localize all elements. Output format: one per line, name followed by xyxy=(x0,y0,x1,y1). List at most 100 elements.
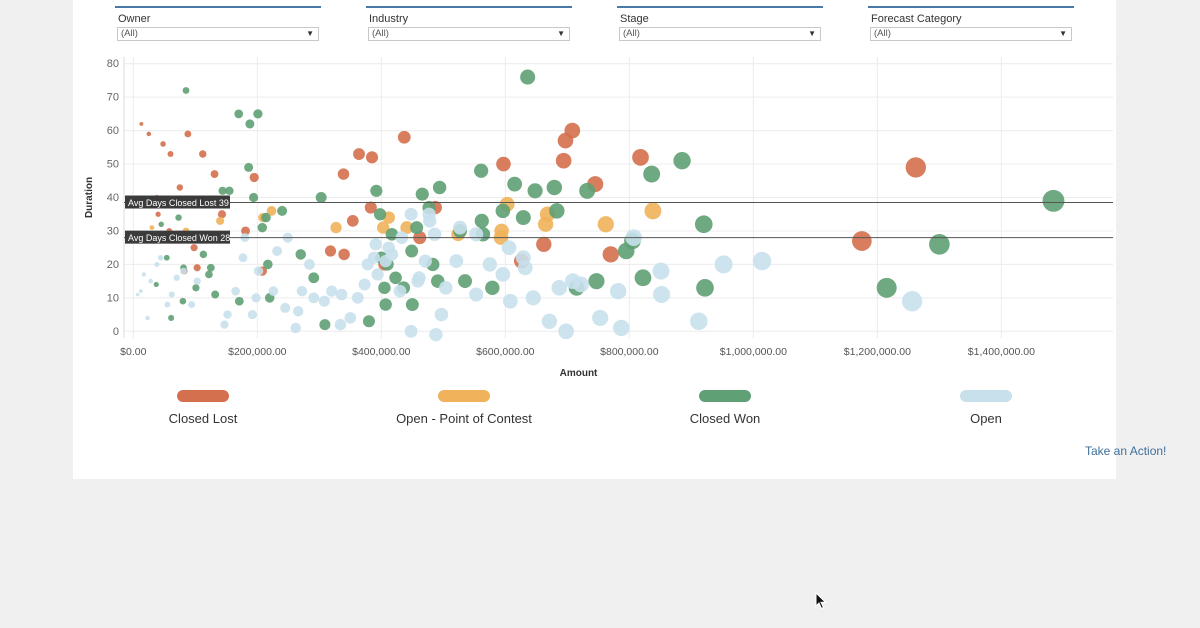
data-point-open xyxy=(482,257,498,272)
data-point-open-point-of-contest xyxy=(266,206,277,216)
data-point-closed-lost xyxy=(852,231,872,251)
data-point-open-point-of-contest xyxy=(149,225,155,231)
data-point-open xyxy=(449,254,464,268)
data-point-closed-won xyxy=(617,242,635,260)
data-point-closed-won xyxy=(218,186,227,195)
data-point-closed-lost xyxy=(176,184,184,191)
data-point-open xyxy=(439,281,453,295)
data-point-open xyxy=(296,285,308,297)
x-tick-label: $1,400,000.00 xyxy=(968,346,1035,358)
chevron-down-icon: ▼ xyxy=(1059,29,1067,38)
data-point-closed-won xyxy=(495,203,511,219)
data-point-closed-won xyxy=(245,119,255,129)
data-point-open-point-of-contest xyxy=(216,216,225,225)
legend-closed-won[interactable]: Closed Won xyxy=(625,390,825,426)
data-point-closed-lost xyxy=(338,248,350,261)
data-point-open xyxy=(613,319,630,337)
data-point-closed-won xyxy=(206,263,215,272)
data-point-closed-won xyxy=(234,296,244,306)
data-point-closed-lost xyxy=(190,244,198,252)
chevron-down-icon: ▼ xyxy=(557,29,565,38)
stage-dropdown[interactable]: (All) ▼ xyxy=(619,27,821,41)
data-point-closed-lost xyxy=(241,226,251,236)
data-point-open-point-of-contest xyxy=(377,221,390,234)
data-point-closed-lost xyxy=(557,132,574,149)
take-an-action-link[interactable]: Take an Action! xyxy=(1085,444,1167,458)
data-point-open xyxy=(689,312,708,331)
data-point-closed-won xyxy=(474,213,489,229)
data-point-closed-won xyxy=(192,284,200,292)
legend-swatch-open-point-of-contest xyxy=(438,390,490,402)
data-point-open xyxy=(558,323,574,340)
industry-dropdown[interactable]: (All) ▼ xyxy=(368,27,570,41)
chevron-down-icon: ▼ xyxy=(306,29,314,38)
data-point-closed-won xyxy=(179,297,187,305)
data-point-closed-won xyxy=(225,186,234,196)
scatter-chart[interactable]: 0 10 20 30 40 50 60 70 80 $0.00 $200,000.00 $400,00… xyxy=(73,0,1116,385)
x-tick-label: $1,200,000.00 xyxy=(844,346,911,358)
data-point-closed-won xyxy=(234,109,244,119)
legend-open[interactable]: Open xyxy=(886,390,1086,426)
data-point-open xyxy=(551,280,568,296)
data-point-open xyxy=(141,272,146,277)
data-point-closed-won xyxy=(643,165,661,183)
data-point-closed-won xyxy=(163,254,170,261)
data-point-open xyxy=(427,227,442,241)
data-point-closed-won xyxy=(507,176,523,192)
data-point-open xyxy=(412,271,426,285)
data-point-closed-lost xyxy=(602,246,619,263)
data-point-closed-won xyxy=(362,315,375,328)
reference-line-label-bg xyxy=(125,230,230,244)
data-point-open xyxy=(382,241,396,254)
x-axis-title: Amount xyxy=(560,368,598,379)
data-point-closed-won xyxy=(527,183,543,199)
legend-open-point-of-contest[interactable]: Open - Point of Contest xyxy=(364,390,564,426)
data-point-open xyxy=(145,315,150,321)
data-point-closed-won xyxy=(696,278,714,297)
data-point-open xyxy=(371,268,384,281)
data-point-open xyxy=(280,302,291,313)
data-point-closed-won xyxy=(929,234,950,255)
data-point-open xyxy=(148,278,154,284)
data-point-closed-lost xyxy=(146,131,152,137)
data-point-open xyxy=(193,277,201,285)
data-point-closed-lost xyxy=(139,121,144,126)
data-point-open xyxy=(344,312,357,324)
data-point-closed-won xyxy=(205,270,213,279)
data-point-open xyxy=(525,290,541,306)
data-point-closed-lost xyxy=(324,245,337,257)
data-point-open xyxy=(434,307,449,322)
data-point-open xyxy=(653,285,671,304)
owner-dropdown[interactable]: (All) ▼ xyxy=(117,27,319,41)
legend-closed-lost[interactable]: Closed Lost xyxy=(103,390,303,426)
forecast-category-dropdown[interactable]: (All) ▼ xyxy=(870,27,1072,41)
data-point-closed-won xyxy=(588,273,605,290)
data-point-open xyxy=(326,285,338,297)
data-point-closed-won xyxy=(579,182,596,199)
industry-dropdown-value: (All) xyxy=(372,28,389,39)
data-point-open xyxy=(609,282,627,300)
x-tick-label: $600,000.00 xyxy=(476,346,535,358)
data-point-open xyxy=(369,238,382,251)
chevron-down-icon: ▼ xyxy=(808,29,816,38)
owner-filter: Owner (All) ▼ xyxy=(115,6,321,41)
data-point-closed-lost xyxy=(555,152,572,169)
data-point-closed-won xyxy=(876,277,897,298)
data-point-closed-won xyxy=(319,319,331,331)
x-tick-label: $200,000.00 xyxy=(228,346,287,358)
data-point-open xyxy=(251,293,261,303)
data-point-open xyxy=(714,255,733,274)
data-point-closed-lost xyxy=(905,157,926,178)
legend-label-closed-won: Closed Won xyxy=(689,411,761,426)
data-point-open xyxy=(423,214,437,228)
data-point-closed-lost xyxy=(346,215,359,227)
data-point-closed-won xyxy=(515,210,531,226)
data-point-closed-lost xyxy=(365,151,379,164)
data-point-closed-won xyxy=(295,249,306,260)
data-point-open xyxy=(469,287,484,302)
forecast-category-filter-label: Forecast Category xyxy=(871,13,962,25)
data-point-closed-won xyxy=(546,179,563,196)
industry-filter: Industry (All) ▼ xyxy=(366,6,572,41)
data-point-closed-lost xyxy=(353,148,365,160)
data-point-closed-won xyxy=(379,298,392,311)
